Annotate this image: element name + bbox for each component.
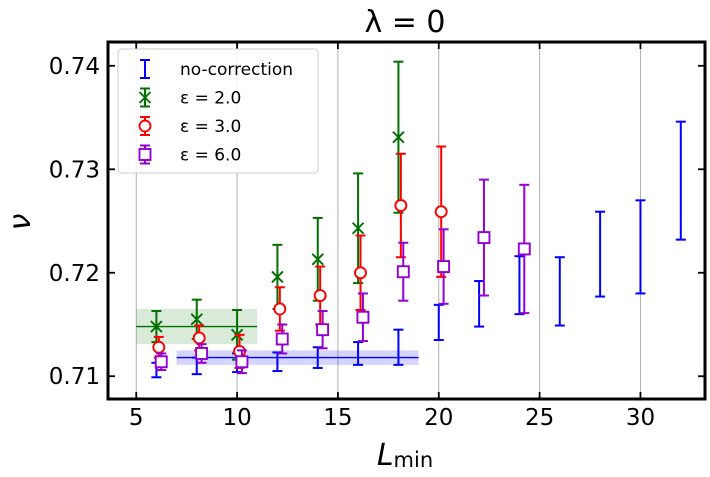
legend-entry-2: ε = 3.0 bbox=[138, 116, 241, 137]
marker-1-5 bbox=[351, 222, 365, 235]
marker-3-9 bbox=[517, 242, 531, 256]
marker-3-1 bbox=[195, 347, 209, 360]
marker-3-6 bbox=[396, 265, 410, 279]
legend-box bbox=[117, 48, 319, 174]
series-0 bbox=[151, 120, 686, 379]
x-axis-label-sub: min bbox=[394, 448, 434, 472]
y-tick-label-2: 0.73 bbox=[49, 157, 100, 183]
y-tick-label-0: 0.71 bbox=[49, 364, 100, 390]
x-tick-label-25: 25 bbox=[525, 405, 554, 431]
legend-label-1: ε = 2.0 bbox=[180, 89, 241, 109]
legend: no-correction ε = 2.0 ε = 3.0 ε = 6.0 bbox=[117, 48, 319, 174]
marker-2-4 bbox=[313, 289, 327, 302]
legend-entry-1: ε = 2.0 bbox=[138, 87, 241, 109]
marker-1-4 bbox=[311, 253, 324, 266]
legend-label-2: ε = 3.0 bbox=[180, 117, 241, 137]
x-axis-label: Lmin bbox=[377, 438, 433, 473]
legend-label-0: no-correction bbox=[180, 60, 293, 80]
marker-2-7 bbox=[434, 205, 448, 219]
marker-1-6 bbox=[392, 131, 405, 144]
legend-marker-2 bbox=[138, 119, 152, 133]
series-3 bbox=[154, 178, 531, 375]
y-tick-label-1: 0.72 bbox=[49, 261, 100, 287]
marker-2-1 bbox=[192, 331, 206, 345]
x-tick-label-30: 30 bbox=[626, 405, 655, 431]
plot-frame bbox=[106, 40, 707, 401]
marker-2-0 bbox=[152, 340, 166, 354]
legend-entry-3: ε = 6.0 bbox=[138, 144, 241, 166]
marker-1-3 bbox=[271, 270, 284, 284]
data-series bbox=[150, 60, 686, 379]
marker-2-2 bbox=[233, 344, 246, 358]
marker-3-7 bbox=[437, 260, 451, 273]
x-tick-label-15: 15 bbox=[323, 405, 352, 431]
series-2 bbox=[152, 145, 448, 369]
legend-marker-1 bbox=[138, 91, 152, 104]
marker-3-2 bbox=[235, 355, 249, 369]
marker-1-0 bbox=[150, 320, 163, 333]
marker-2-3 bbox=[273, 302, 287, 316]
legend-marker-3 bbox=[138, 148, 152, 161]
marker-2-6 bbox=[394, 199, 408, 212]
marker-3-8 bbox=[477, 231, 491, 245]
x-tick-label-20: 20 bbox=[424, 405, 453, 431]
marker-2-5 bbox=[354, 266, 367, 280]
y-axis-label: ν bbox=[3, 213, 38, 230]
axes: 5 10 15 20 25 30 0.71 0.72 0.73 0.74 bbox=[49, 40, 707, 431]
x-tick-label-10: 10 bbox=[222, 405, 251, 431]
chart-title: λ = 0 bbox=[364, 5, 445, 40]
marker-1-1 bbox=[190, 313, 203, 326]
legend-label-3: ε = 6.0 bbox=[180, 146, 241, 166]
x-axis-label-main: L bbox=[377, 438, 394, 473]
legend-entry-0: no-correction bbox=[140, 59, 293, 80]
marker-3-4 bbox=[316, 323, 330, 337]
y-tick-label-3: 0.74 bbox=[49, 54, 100, 80]
marker-3-3 bbox=[275, 332, 289, 346]
marker-3-5 bbox=[356, 310, 370, 324]
marker-3-0 bbox=[154, 355, 168, 369]
x-tick-label-5: 5 bbox=[129, 405, 144, 431]
